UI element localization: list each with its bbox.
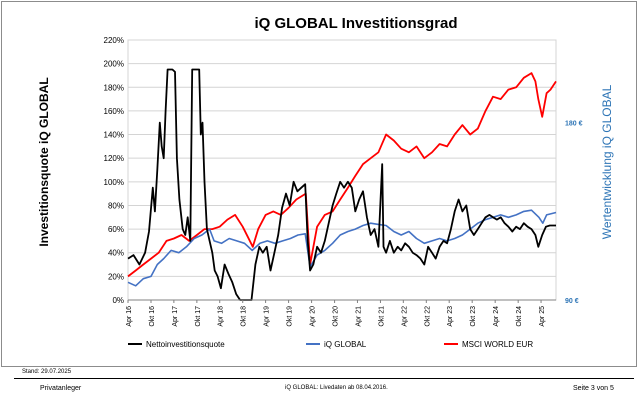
y-axis-title-left: Investitionsquote iQ GLOBAL bbox=[37, 77, 51, 246]
investitionsgrad-chart: 0% 20% 40% 60% 80% 100% 120% 140% 160% 180% 200% 22… bbox=[37, 15, 614, 349]
page-number: Seite 3 von 5 bbox=[573, 385, 614, 392]
y-tick-label: 120% bbox=[104, 154, 124, 163]
y-tick-label: 140% bbox=[104, 131, 124, 140]
y-tick-label: 200% bbox=[104, 60, 124, 69]
footer-audience: Privatanleger bbox=[40, 385, 82, 392]
y-axis-title-right: Wertentwicklung iQ GLOBAL bbox=[600, 84, 614, 239]
y-tick-label: 80% bbox=[108, 201, 124, 210]
y-tick-label: 160% bbox=[104, 107, 124, 116]
footer-divider bbox=[14, 378, 634, 379]
x-tick-label: Apr 16 bbox=[126, 306, 133, 327]
x-tick-label: Apr 22 bbox=[401, 306, 408, 327]
chart-frame bbox=[1, 1, 637, 367]
right-tick-label: 90 € bbox=[565, 298, 579, 305]
legend-label: iQ GLOBAL bbox=[324, 340, 367, 349]
x-tick-label: Okt 21 bbox=[378, 306, 385, 327]
x-tick-label: Apr 21 bbox=[355, 306, 362, 327]
y-tick-label: 180% bbox=[104, 83, 124, 92]
x-tick-label: Apr 17 bbox=[172, 306, 179, 327]
x-tick-label: Okt 24 bbox=[516, 306, 523, 327]
series-line-iq-global bbox=[127, 209, 557, 287]
stand-date: Stand: 29.07.2025 bbox=[22, 369, 72, 375]
x-tick-label: Apr 20 bbox=[310, 306, 317, 327]
y-tick-label: 20% bbox=[108, 272, 124, 281]
x-tick-label: Okt 16 bbox=[149, 306, 156, 327]
y-tick-label: 40% bbox=[108, 249, 124, 258]
right-tick-label: 180 € bbox=[565, 121, 583, 128]
x-tick-label: Apr 24 bbox=[493, 306, 500, 327]
x-tick-label: Apr 23 bbox=[447, 306, 454, 327]
series-line-nettoinvestitionsquote bbox=[127, 68, 556, 301]
chart-title: iQ GLOBAL Investitionsgrad bbox=[254, 15, 457, 32]
x-tick-label: Okt 19 bbox=[287, 306, 294, 327]
x-tick-label: Okt 20 bbox=[333, 306, 340, 327]
y-tick-label: 220% bbox=[104, 36, 124, 45]
x-tick-label: Apr 18 bbox=[218, 306, 225, 327]
legend-label: Nettoinvestitionsquote bbox=[146, 340, 225, 349]
y-tick-label: 60% bbox=[108, 225, 124, 234]
y-tick-label: 100% bbox=[104, 178, 124, 187]
x-tick-label: Apr 19 bbox=[264, 306, 271, 327]
legend-label: MSCI WORLD EUR bbox=[462, 340, 533, 349]
series-line-msci-world-eur bbox=[127, 72, 557, 278]
footer-note: iQ GLOBAL: Livedaten ab 08.04.2016. bbox=[285, 385, 388, 391]
x-tick-label: Okt 22 bbox=[424, 306, 431, 327]
x-tick-label: Okt 23 bbox=[470, 306, 477, 327]
x-tick-label: Apr 25 bbox=[539, 306, 546, 327]
x-tick-label: Okt 18 bbox=[241, 306, 248, 327]
x-tick-label: Okt 17 bbox=[195, 306, 202, 327]
y-tick-label: 0% bbox=[112, 296, 124, 305]
